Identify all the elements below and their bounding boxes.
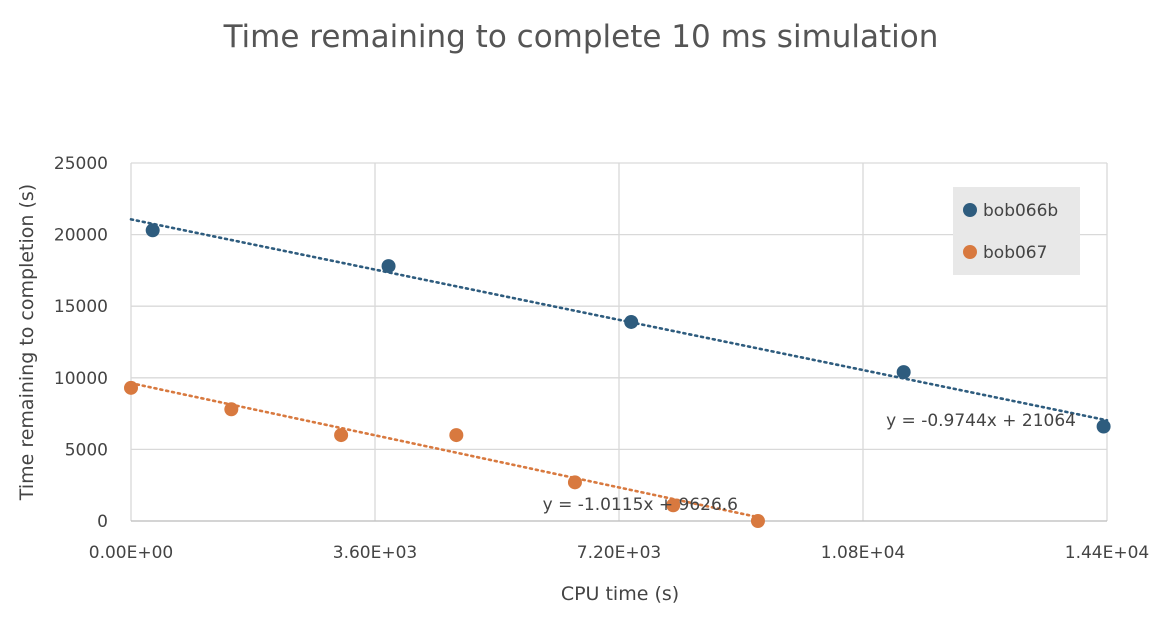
trendline-equation-bob067: y = -1.0115x + 9626.6 [543, 495, 738, 515]
trendline-bob066b [129, 218, 1109, 422]
trendline-equation-bob066b: y = -0.9744x + 21064 [886, 411, 1076, 431]
x-tick-label: 7.20E+03 [577, 543, 661, 563]
data-point-bob066b [1096, 419, 1111, 434]
data-point-bob066b [896, 365, 911, 380]
y-tick-label: 15000 [54, 297, 108, 317]
data-point-bob066b [624, 314, 639, 329]
y-tick-label: 25000 [54, 154, 108, 174]
y-tick-labels: 0 5000 10000 15000 20000 25000 [54, 154, 108, 532]
data-points [124, 223, 1111, 528]
legend-label-bob066b: bob066b [983, 201, 1058, 221]
data-point-bob067 [449, 428, 464, 443]
data-point-bob067 [666, 498, 681, 513]
y-tick-label: 0 [97, 512, 108, 532]
y-tick-label: 20000 [54, 226, 108, 246]
data-point-bob067 [750, 514, 765, 528]
x-tick-label: 3.60E+03 [333, 543, 417, 563]
legend-label-bob067: bob067 [983, 243, 1047, 263]
data-point-bob066b [381, 259, 396, 274]
legend-marker-bob067 [963, 245, 977, 259]
x-axis-label: CPU time (s) [561, 583, 679, 605]
x-tick-label: 1.08E+04 [821, 543, 905, 563]
trendline-equations: y = -0.9744x + 21064 y = -1.0115x + 9626.… [543, 411, 1076, 515]
data-point-bob067 [567, 475, 582, 490]
data-point-bob067 [124, 380, 138, 395]
x-tick-label: 1.44E+04 [1065, 543, 1149, 563]
y-tick-label: 10000 [54, 369, 108, 389]
chart-title: Time remaining to complete 10 ms simulat… [223, 19, 939, 55]
data-point-bob066b [145, 223, 160, 238]
y-tick-label: 5000 [65, 440, 108, 460]
data-point-bob067 [334, 428, 349, 443]
x-tick-label: 0.00E+00 [89, 543, 173, 563]
x-tick-labels: 0.00E+00 3.60E+03 7.20E+03 1.08E+04 1.44E+04 [89, 543, 1149, 563]
legend-background [953, 187, 1080, 275]
grid [130, 162, 1108, 522]
y-axis-label: Time remaining to completion (s) [16, 184, 38, 501]
legend: bob066b bob067 [953, 187, 1080, 275]
data-point-bob067 [224, 402, 239, 417]
legend-marker-bob066b [963, 203, 977, 217]
